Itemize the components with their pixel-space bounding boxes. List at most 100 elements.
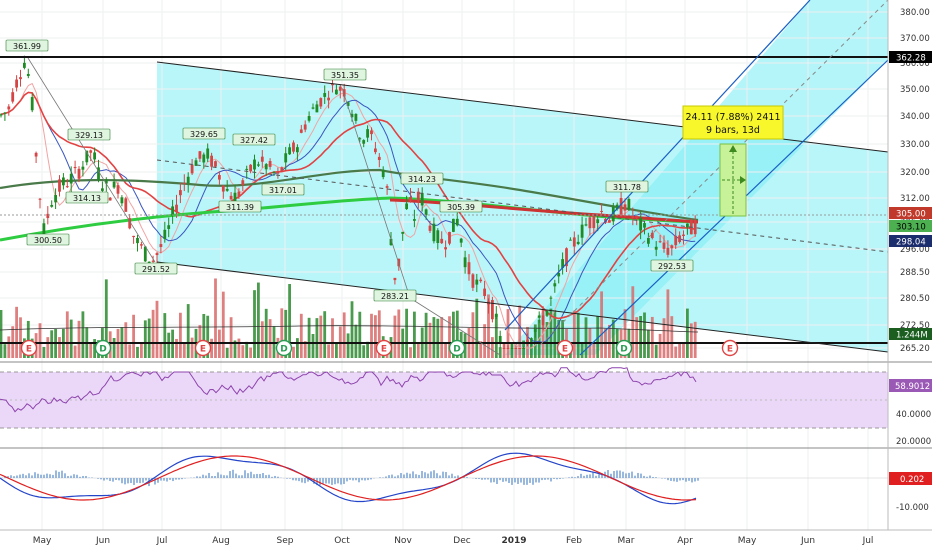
- volume-bar: [424, 312, 428, 358]
- candle-body: [292, 142, 295, 152]
- macd-hist-bar: [76, 474, 78, 478]
- candle-body: [611, 206, 615, 222]
- candle-body: [541, 315, 545, 326]
- macd-pane: [0, 452, 888, 505]
- candle-body: [112, 181, 116, 188]
- dividend-marker: [448, 339, 466, 357]
- volume-bar: [245, 341, 249, 358]
- volume-bar: [249, 347, 252, 358]
- volume-bar: [214, 278, 217, 358]
- candle-body: [374, 148, 377, 153]
- price-tick: 296.00: [900, 245, 930, 255]
- macd-hist-bar: [670, 478, 672, 481]
- volume-bar: [128, 344, 132, 358]
- x-tick: Oct: [334, 536, 350, 546]
- measure-arrow-right: [740, 176, 746, 184]
- macd-hist-bar: [352, 478, 354, 481]
- macd-hist-bar: [361, 478, 363, 481]
- macd-hist-bar: [364, 478, 366, 481]
- candle-body: [569, 239, 572, 241]
- candle-body: [377, 156, 381, 160]
- candle-body: [307, 116, 311, 121]
- candle-body: [19, 77, 22, 80]
- macd-hist-bar: [232, 469, 234, 478]
- macd-hist-bar: [241, 475, 243, 478]
- volume-bar: [175, 338, 178, 358]
- x-tick: Sep: [277, 536, 294, 546]
- price-label: 311.39: [226, 203, 254, 212]
- price-tick: 272.50: [900, 321, 930, 331]
- macd-hist-bar: [694, 478, 696, 482]
- candle-body: [475, 279, 479, 285]
- macd-hist-bar: [607, 470, 609, 478]
- event-letter: D: [453, 345, 460, 355]
- volume-bar: [299, 313, 303, 358]
- macd-hist-bar: [583, 475, 585, 478]
- macd-hist-bar: [109, 478, 111, 482]
- candle-body: [155, 253, 159, 256]
- macd-hist-bar: [31, 475, 33, 478]
- macd-hist-bar: [445, 471, 447, 478]
- price-label-box: [400, 172, 444, 185]
- measure-tool[interactable]: 24.11 (7.88%) 2411 9 bars, 13d: [682, 105, 784, 217]
- macd-hist-bar: [58, 471, 60, 478]
- candle-body: [354, 113, 358, 121]
- macd-hist-bar: [7, 476, 9, 478]
- candle-body: [405, 203, 408, 210]
- earnings-marker: [194, 339, 212, 357]
- volume-bar: [202, 313, 206, 358]
- macd-hist-bar: [661, 478, 663, 479]
- candle-body: [214, 161, 217, 167]
- macd-hist-bar: [490, 478, 492, 483]
- macd-hist-bar: [211, 476, 213, 478]
- macd-hist-bar: [73, 474, 75, 478]
- macd-hist-bar: [508, 478, 510, 484]
- macd-hist-bar: [673, 478, 675, 482]
- macd-hist-bar: [388, 475, 390, 478]
- macd-hist-bar: [559, 478, 561, 480]
- volume-bar: [518, 305, 522, 358]
- macd-hist-bar: [37, 473, 39, 478]
- candle-body: [686, 223, 689, 228]
- macd-hist-bar: [598, 474, 600, 478]
- macd-hist-bar: [577, 476, 579, 478]
- macd-hist-bar: [91, 477, 93, 478]
- candle-body: [561, 259, 564, 268]
- price-label: 327.42: [240, 136, 268, 145]
- price-badge: [889, 220, 932, 232]
- volume-bar: [346, 333, 350, 358]
- candle-body: [132, 235, 135, 238]
- volume-bar: [151, 309, 155, 358]
- ma-100: [0, 168, 699, 222]
- candle-body: [545, 311, 549, 316]
- macd-hist-bar: [4, 476, 6, 478]
- volume-bar: [553, 310, 557, 358]
- volume-bar: [143, 320, 147, 358]
- macd-hist-bar: [319, 478, 321, 486]
- candle-body: [218, 175, 221, 180]
- candle-body: [666, 247, 670, 255]
- candle-body: [619, 198, 623, 217]
- moving-averages: [0, 82, 699, 349]
- macd-hist-bar: [307, 478, 309, 482]
- macd-hist-bar: [625, 473, 627, 478]
- volume-bar: [530, 339, 533, 358]
- desc-channel-bottom: [156, 261, 889, 353]
- volume-bar: [182, 342, 186, 358]
- volume-bar: [514, 343, 518, 358]
- macd-hist-bar: [421, 470, 423, 478]
- candle-body: [315, 104, 319, 113]
- signal-line: [0, 455, 697, 501]
- volume-bar: [686, 308, 689, 358]
- macd-hist-bar: [271, 476, 273, 478]
- candle-body: [38, 198, 42, 200]
- x-tick: Dec: [453, 536, 470, 546]
- candle-body: [682, 234, 685, 236]
- macd-hist-bar: [442, 471, 444, 478]
- candle-body: [448, 231, 451, 244]
- candle-body: [0, 114, 3, 116]
- price-label: 317.01: [269, 186, 297, 195]
